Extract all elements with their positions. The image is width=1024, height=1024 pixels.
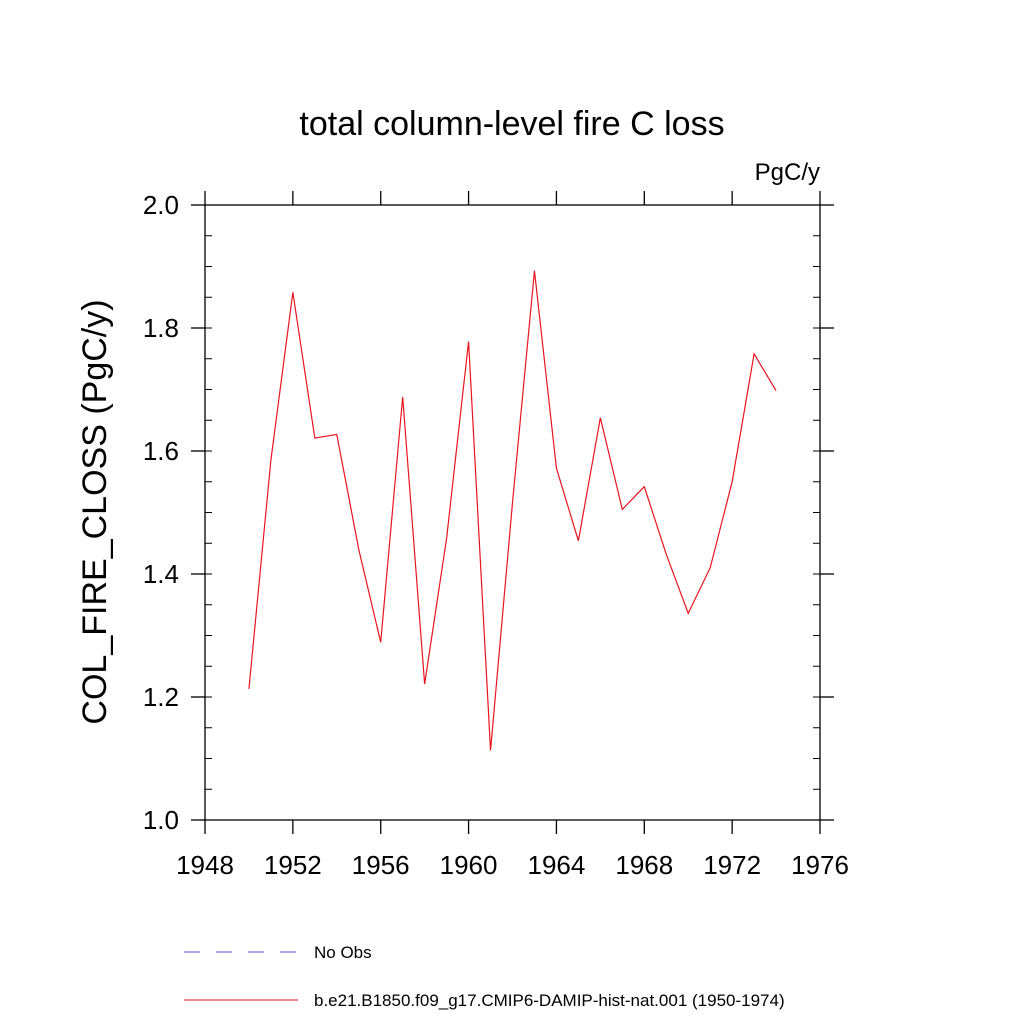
- y-tick-label: 1.2: [143, 682, 179, 712]
- x-tick-label: 1948: [176, 850, 234, 880]
- y-axis-label: COL_FIRE_CLOSS (PgC/y): [76, 299, 114, 724]
- legend-label: No Obs: [314, 943, 372, 962]
- x-tick-label: 1964: [528, 850, 586, 880]
- series-lines: [248, 270, 777, 751]
- axis-ticks: [191, 191, 834, 834]
- x-tick-label: 1972: [703, 850, 761, 880]
- x-tick-labels: 1948 1952 1956 1960 1964 1968 1972 1976: [176, 850, 849, 880]
- y-tick-label: 1.8: [143, 313, 179, 343]
- series-line: [248, 270, 777, 751]
- x-tick-label: 1976: [791, 850, 849, 880]
- plot-frame: [204, 204, 821, 821]
- y-tick-label: 1.6: [143, 436, 179, 466]
- y-tick-label: 1.0: [143, 805, 179, 835]
- x-tick-label: 1956: [352, 850, 410, 880]
- legend: No Obs b.e21.B1850.f09_g17.CMIP6-DAMIP-hi…: [184, 943, 785, 1010]
- x-tick-label: 1952: [264, 850, 322, 880]
- y-tick-labels: 1.0 1.2 1.4 1.6 1.8 2.0: [143, 190, 179, 835]
- x-tick-label: 1960: [440, 850, 498, 880]
- units-label: PgC/y: [755, 159, 820, 186]
- legend-label: b.e21.B1850.f09_g17.CMIP6-DAMIP-hist-nat…: [314, 991, 785, 1010]
- chart-title: total column-level fire C loss: [299, 105, 724, 143]
- y-tick-label: 2.0: [143, 190, 179, 220]
- y-tick-label: 1.4: [143, 559, 179, 589]
- x-tick-label: 1968: [615, 850, 673, 880]
